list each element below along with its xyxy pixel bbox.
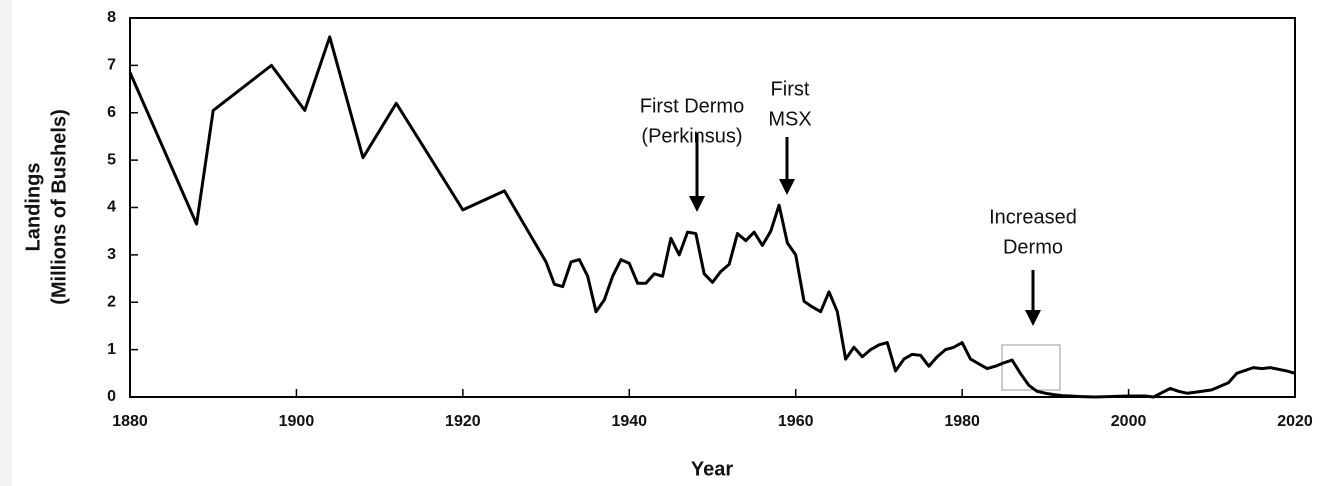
y-tick-label: 2 (107, 293, 116, 310)
annotation-arrowhead (1025, 310, 1041, 326)
y-tick-label: 0 (107, 388, 116, 405)
x-tick-label: 1940 (611, 413, 647, 430)
x-tick-label: 1900 (279, 413, 315, 430)
annotation-text: First Dermo (640, 95, 744, 117)
x-tick-label: 1960 (778, 413, 814, 430)
y-tick-label: 4 (107, 199, 116, 216)
annotation-text: Increased (989, 206, 1077, 228)
annotation-text: MSX (768, 108, 811, 130)
x-tick-label: 2020 (1277, 413, 1313, 430)
y-axis-label: (Millions of Bushels) (48, 109, 70, 305)
y-tick-label: 7 (107, 57, 116, 74)
y-tick-label: 6 (107, 104, 116, 121)
y-tick-label: 5 (107, 151, 116, 168)
y-tick-label: 1 (107, 341, 116, 358)
highlight-box (1001, 344, 1061, 391)
x-tick-label: 1920 (445, 413, 481, 430)
annotation-text: (Perkinsus) (641, 125, 742, 147)
x-axis-label: Year (691, 458, 733, 480)
y-tick-label: 3 (107, 246, 116, 263)
x-tick-label: 1880 (112, 413, 148, 430)
data-line (128, 35, 1296, 399)
annotation-arrowhead (689, 196, 705, 212)
x-tick-label: 2000 (1111, 413, 1147, 430)
edge-strip (0, 0, 12, 486)
x-tick-label: 1980 (944, 413, 980, 430)
annotation-text: Dermo (1003, 236, 1063, 258)
plot-frame (129, 17, 1296, 398)
annotation-text: First (771, 78, 810, 100)
y-axis-label: Landings (22, 163, 44, 252)
annotation-arrowhead (779, 179, 795, 195)
y-tick-label: 8 (107, 9, 116, 26)
